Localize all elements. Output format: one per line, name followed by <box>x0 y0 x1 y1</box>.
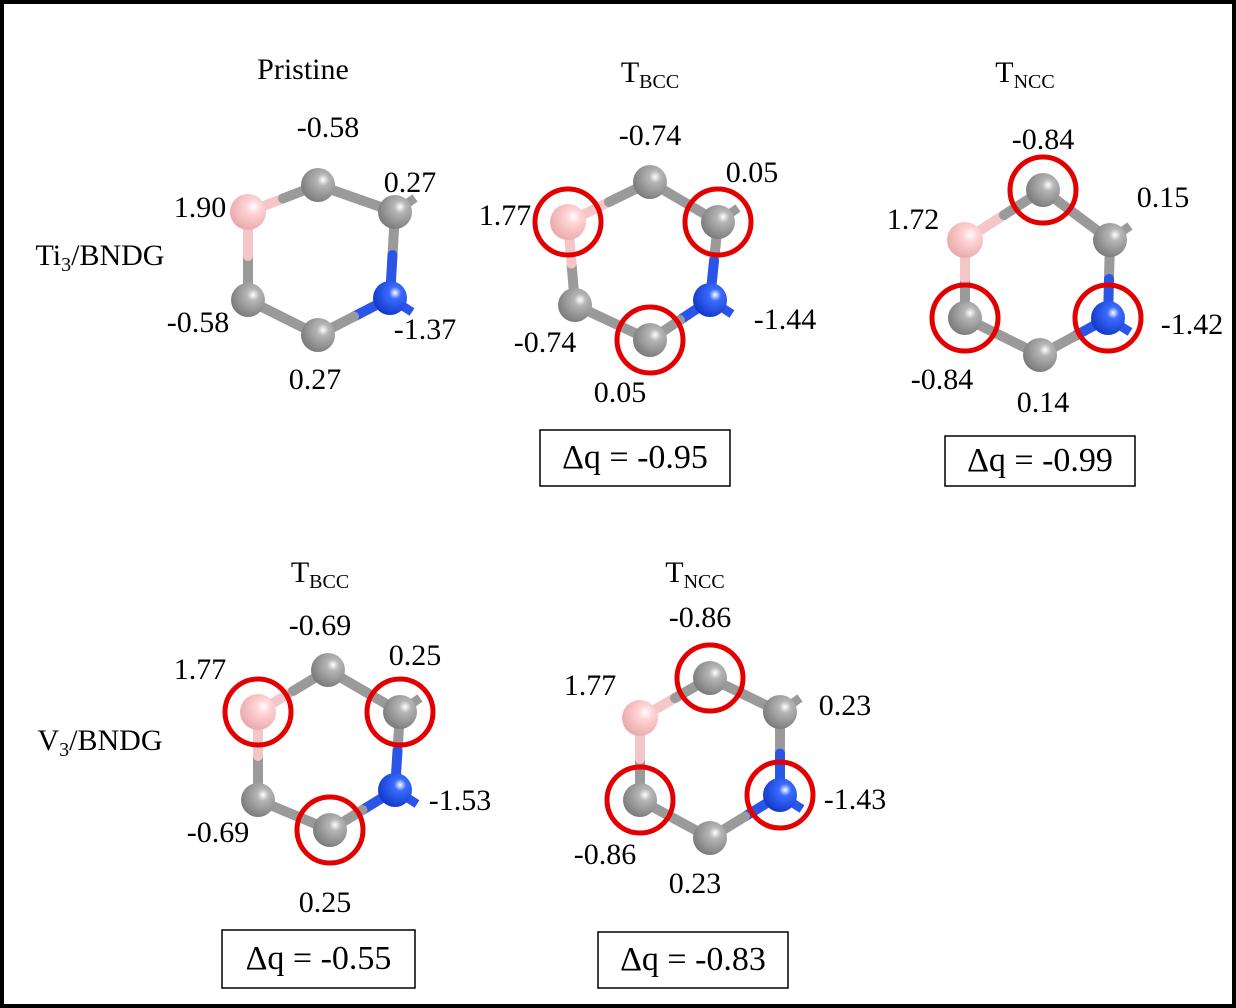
charge-label: 0.23 <box>669 867 722 900</box>
atom <box>633 323 667 357</box>
atom <box>763 695 797 729</box>
charge-label: 1.72 <box>887 203 940 236</box>
atom <box>948 301 982 335</box>
charge-label: 0.25 <box>299 886 352 919</box>
charge-label: 1.77 <box>174 653 227 686</box>
charge-label: 0.27 <box>289 363 342 396</box>
charge-label: 0.23 <box>819 689 872 722</box>
panel-title-main: Pristine <box>257 53 349 86</box>
charge-label: -1.43 <box>824 783 887 816</box>
atom <box>383 695 417 729</box>
charge-label: 1.77 <box>564 669 617 702</box>
charge-label: 0.15 <box>1137 181 1190 214</box>
atom <box>301 318 335 352</box>
charge-label: 0.05 <box>726 156 779 189</box>
panel-title: TBCC <box>621 56 679 93</box>
charge-label: -1.37 <box>394 313 457 346</box>
atom <box>378 195 412 229</box>
charge-label: 0.14 <box>1017 386 1070 419</box>
charge-label: -0.86 <box>669 601 732 634</box>
panel-title-main: T <box>995 56 1013 89</box>
atom <box>622 700 658 736</box>
row-label: Ti3/BNDG <box>36 239 165 276</box>
atom <box>550 204 586 240</box>
atom <box>693 283 727 317</box>
charge-label: 0.05 <box>594 376 647 409</box>
atom <box>633 165 667 199</box>
delta-q: Δq = -0.99 <box>967 442 1113 479</box>
panel-title-main: T <box>665 556 683 589</box>
row-label-rest: /BNDG <box>69 724 162 757</box>
charge-label: -0.86 <box>574 838 637 871</box>
atom <box>373 281 407 315</box>
atom <box>240 694 276 730</box>
panel-title-main: T <box>291 556 309 589</box>
panel-title-main: T <box>621 56 639 89</box>
atom <box>558 288 592 322</box>
charge-label: -0.84 <box>1012 123 1075 156</box>
atom <box>1093 223 1127 257</box>
atom <box>1091 301 1125 335</box>
atom <box>947 222 983 258</box>
charge-label: 1.90 <box>174 191 227 224</box>
atom <box>701 205 735 239</box>
atom <box>1023 338 1057 372</box>
delta-q: Δq = -0.55 <box>246 940 392 977</box>
charge-label: 0.25 <box>389 639 442 672</box>
row-label: V3/BNDG <box>37 724 162 761</box>
charge-label: -1.42 <box>1161 308 1224 341</box>
charge-label: -1.53 <box>429 784 492 817</box>
row-label-sub: 3 <box>61 254 71 276</box>
charge-label: 0.27 <box>384 166 437 199</box>
charge-label: -0.74 <box>619 119 682 152</box>
atom <box>301 168 335 202</box>
atom <box>763 778 797 812</box>
atom <box>623 783 657 817</box>
panel-title: TNCC <box>995 56 1054 93</box>
panel-title: Pristine <box>257 53 349 86</box>
charge-label: -1.44 <box>754 303 817 336</box>
delta-q: Δq = -0.83 <box>620 941 766 978</box>
figure: Ti3/BNDGPristine1.90-0.580.27-1.370.27-0… <box>0 0 1236 1008</box>
charge-label: -0.69 <box>289 609 352 642</box>
panel-title-sub: BCC <box>639 71 679 93</box>
charge-label: -0.58 <box>297 111 360 144</box>
charge-label: -0.74 <box>514 326 577 359</box>
panel-title: TBCC <box>291 556 349 593</box>
row-label-sub: 3 <box>59 739 69 761</box>
panel-title-sub: NCC <box>684 571 725 593</box>
atom <box>693 821 727 855</box>
atom <box>693 661 727 695</box>
charge-label: -0.69 <box>187 816 250 849</box>
panel-title: TNCC <box>665 556 724 593</box>
row-label-main: V <box>37 724 59 757</box>
panel-title-sub: BCC <box>309 571 349 593</box>
charge-label: 1.77 <box>479 199 532 232</box>
charge-label: -0.58 <box>167 306 230 339</box>
atom <box>230 194 266 230</box>
charge-label: -0.84 <box>911 363 974 396</box>
row-label-main: Ti <box>36 239 62 272</box>
panel-title-sub: NCC <box>1014 71 1055 93</box>
row-label-rest: /BNDG <box>71 239 164 272</box>
atom <box>241 783 275 817</box>
atom <box>311 653 345 687</box>
delta-q: Δq = -0.95 <box>562 439 708 476</box>
atom <box>378 773 412 807</box>
atom <box>1026 173 1060 207</box>
atom <box>313 813 347 847</box>
atom <box>231 283 265 317</box>
